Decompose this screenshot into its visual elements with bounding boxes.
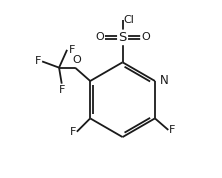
Text: F: F bbox=[69, 45, 75, 55]
Text: F: F bbox=[169, 125, 176, 135]
Text: O: O bbox=[141, 32, 150, 42]
Text: F: F bbox=[59, 85, 65, 95]
Text: O: O bbox=[72, 55, 81, 65]
Text: O: O bbox=[95, 32, 104, 42]
Text: S: S bbox=[118, 31, 127, 44]
Text: F: F bbox=[69, 127, 76, 137]
Text: Cl: Cl bbox=[123, 15, 134, 25]
Text: F: F bbox=[35, 56, 41, 66]
Text: N: N bbox=[159, 74, 168, 87]
